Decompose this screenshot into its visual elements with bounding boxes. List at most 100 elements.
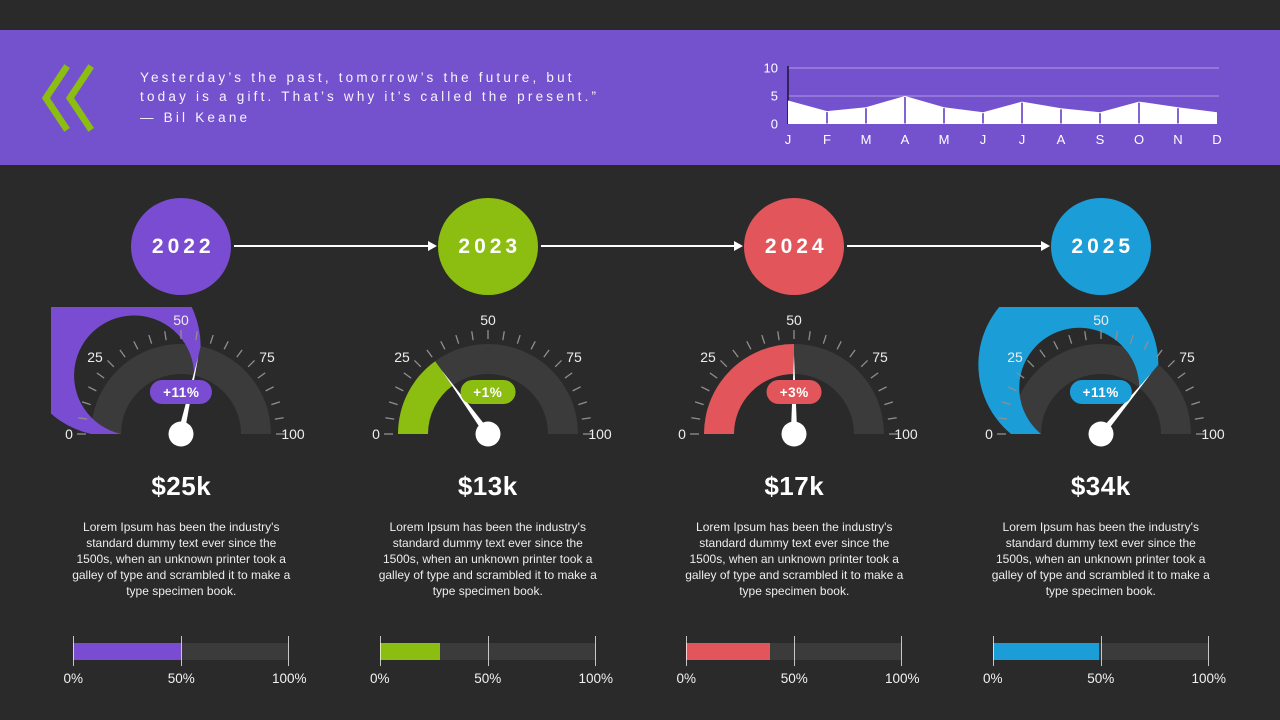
year-circle: 2022: [131, 198, 232, 295]
amount-value: $13k: [457, 471, 518, 501]
bar-label-100: 100%: [578, 671, 614, 686]
amount-value: $25k: [151, 471, 212, 501]
svg-text:N: N: [1173, 132, 1182, 147]
year-label: 2024: [764, 234, 828, 258]
svg-text:0: 0: [372, 426, 380, 442]
year-column-2025: 2025 0 25 50 75 100 +11% $34k Lorem Ipsum ha…: [948, 198, 1255, 691]
svg-text:A: A: [1057, 132, 1066, 147]
amount-value: $34k: [1070, 471, 1131, 501]
year-column-2022: 2022 0 25 50 75 100 +11% $25k Lorem Ipsum ha…: [28, 198, 335, 691]
gauge-chart: 0 25 50 75 100 +1%: [358, 307, 618, 457]
timeline-arrow: [540, 240, 743, 251]
year-label: 2023: [458, 234, 522, 258]
svg-text:0: 0: [65, 426, 73, 442]
svg-text:100: 100: [588, 426, 612, 442]
quote-line-2: today is a gift. That’s why it’s called …: [140, 89, 600, 105]
svg-text:F: F: [823, 132, 831, 147]
bar-label-50: 50%: [474, 671, 502, 686]
year-label: 2022: [151, 234, 215, 258]
svg-text:25: 25: [394, 349, 410, 365]
progress-track: [379, 636, 596, 666]
progress-fill: [992, 643, 1099, 660]
progress-bar: 0% 50% 100%: [983, 636, 1226, 691]
delta-badge: +11%: [1069, 380, 1132, 404]
bar-label-50: 50%: [780, 671, 808, 686]
gauge-chart: 0 25 50 75 100 +11%: [971, 307, 1231, 457]
bar-tick-0: [686, 636, 688, 666]
svg-text:100: 100: [1201, 426, 1225, 442]
bar-axis-labels: 0% 50% 100%: [370, 671, 613, 691]
monthly-area-chart-svg: 0 5 10 J F M A M J J A S O N D: [764, 61, 1222, 148]
progress-fill: [73, 643, 182, 660]
svg-text:75: 75: [259, 349, 275, 365]
svg-text:25: 25: [700, 349, 716, 365]
year-columns: 2022 0 25 50 75 100 +11% $25k Lorem Ipsum ha…: [28, 198, 1254, 691]
bar-axis-labels: 0% 50% 100%: [63, 671, 306, 691]
year-circle: 2025: [1050, 198, 1151, 295]
progress-fill: [379, 643, 441, 660]
progress-track: [73, 636, 290, 666]
timeline-arrow: [234, 240, 437, 251]
gauge-svg: 0 25 50 75 100: [978, 307, 1225, 447]
year-column-2023: 2023 0 25 50 75 100 +1% $13k Lorem Ipsum has…: [335, 198, 642, 691]
progress-track: [686, 636, 903, 666]
quote-attribution: — Bil Keane: [140, 109, 251, 125]
svg-text:D: D: [1212, 132, 1221, 147]
description-text: Lorem Ipsum has been the industry's stan…: [991, 520, 1210, 598]
bar-axis-labels: 0% 50% 100%: [676, 671, 919, 691]
progress-bar: 0% 50% 100%: [676, 636, 920, 691]
svg-text:M: M: [939, 132, 950, 147]
bar-label-50: 50%: [1087, 671, 1115, 686]
bar-label-0: 0%: [676, 671, 697, 686]
svg-text:5: 5: [771, 89, 778, 104]
bar-tick-100: [901, 636, 903, 666]
svg-text:50: 50: [786, 312, 802, 328]
bar-tick-0: [73, 636, 75, 666]
bar-label-0: 0%: [63, 671, 84, 686]
svg-text:25: 25: [1007, 349, 1023, 365]
gauge-svg: 0 25 50 75 100: [372, 312, 612, 447]
svg-text:100: 100: [895, 426, 919, 442]
svg-text:50: 50: [1093, 312, 1109, 328]
gauge-chart: 0 25 50 75 100 +3%: [664, 307, 924, 457]
year-label: 2025: [1071, 234, 1135, 258]
svg-text:75: 75: [566, 349, 582, 365]
progress-bar: 0% 50% 100%: [370, 636, 613, 691]
bar-label-100: 100%: [1191, 671, 1227, 686]
svg-text:75: 75: [1179, 349, 1195, 365]
description-text: Lorem Ipsum has been the industry's stan…: [72, 520, 291, 598]
quote-text: Yesterday’s the past, tomorrow’s the fut…: [140, 68, 599, 128]
svg-text:O: O: [1134, 132, 1144, 147]
svg-text:25: 25: [87, 349, 103, 365]
svg-text:10: 10: [764, 61, 778, 76]
bar-tick-0: [379, 636, 381, 666]
description-text: Lorem Ipsum has been the industry's stan…: [685, 520, 904, 598]
svg-text:0: 0: [771, 117, 778, 132]
svg-text:J: J: [980, 132, 987, 147]
svg-text:M: M: [861, 132, 872, 147]
gauge-chart: 0 25 50 75 100 +11%: [51, 307, 311, 457]
year-circle: 2024: [744, 198, 845, 295]
gauge-svg: 0 25 50 75 100: [678, 312, 919, 447]
bar-tick-100: [288, 636, 290, 666]
progress-track: [992, 636, 1209, 666]
progress-bar: 0% 50% 100%: [63, 636, 307, 691]
description-text: Lorem Ipsum has been the industry's stan…: [378, 520, 597, 598]
bar-tick-0: [992, 636, 994, 666]
amount-value: $17k: [764, 471, 825, 501]
double-chevron-icon: [42, 63, 94, 132]
quote-line-1: Yesterday’s the past, tomorrow’s the fut…: [140, 69, 575, 85]
delta-badge: +11%: [150, 380, 213, 404]
svg-text:100: 100: [282, 426, 306, 442]
bar-label-0: 0%: [982, 671, 1003, 686]
svg-text:J: J: [785, 132, 792, 147]
year-circle: 2023: [437, 198, 538, 295]
svg-text:0: 0: [985, 426, 993, 442]
bar-tick-100: [594, 636, 596, 666]
quote-banner: Yesterday’s the past, tomorrow’s the fut…: [0, 30, 1280, 165]
svg-text:50: 50: [173, 312, 189, 328]
svg-text:75: 75: [872, 349, 888, 365]
progress-fill: [686, 643, 771, 660]
svg-text:S: S: [1096, 132, 1105, 147]
bar-tick-100: [1207, 636, 1209, 666]
